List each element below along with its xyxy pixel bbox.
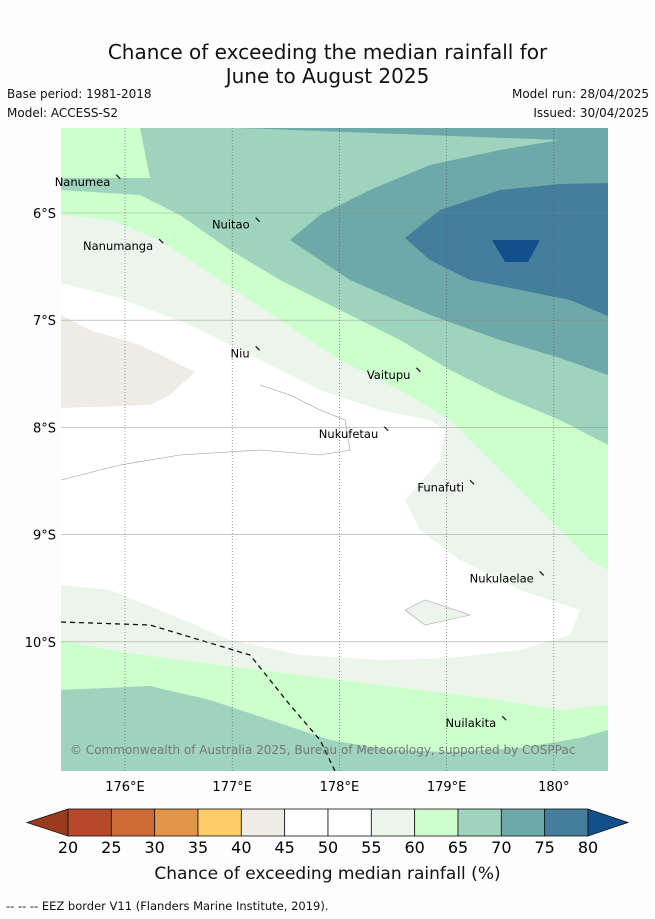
colorbar-swatch (67, 808, 112, 837)
copyright-notice: © Commonwealth of Australia 2025, Bureau… (70, 743, 575, 757)
colorbar-swatch (110, 808, 156, 837)
colorbar-tick-label: 45 (274, 838, 294, 857)
latitude-label: 10°S (25, 636, 56, 651)
latitude-label: 8°S (33, 421, 56, 436)
place-label: Nanumanga (83, 239, 153, 253)
longitude-label: 177°E (212, 780, 252, 795)
longitude-label: 178°E (320, 780, 360, 795)
place-labels: Nanumea Nuitao Nanumanga Niu Vaitupu Nukufeta… (55, 174, 545, 730)
colorbar-tick-label: 75 (534, 838, 554, 857)
eez-legend-note: -- -- -- EEZ border V11 (Flanders Marine… (6, 899, 329, 913)
colorbar-swatch (544, 808, 589, 837)
colorbar-tick-label: 70 (491, 838, 511, 857)
colorbar-tick-label: 30 (144, 838, 164, 857)
probability-contours (61, 128, 608, 771)
island-shape (501, 715, 507, 721)
island-shape (115, 174, 121, 180)
place-label: Nanumea (55, 175, 111, 189)
model-name: Model: ACCESS-S2 (7, 106, 119, 120)
colorbar-swatch (370, 808, 416, 837)
island-shape (416, 367, 421, 373)
colorbar-swatch (414, 808, 459, 837)
colorbar: 20 25 30 35 40 45 50 55 60 65 70 75 80 (25, 808, 630, 857)
colorbar-swatch (154, 808, 199, 837)
colorbar-arrow-high (587, 808, 630, 837)
place-label: Niu (231, 346, 250, 360)
colorbar-tick-label: 25 (101, 838, 121, 857)
colorbar-tick-label: 50 (318, 838, 338, 857)
longitude-label: 176°E (105, 780, 145, 795)
place-label: Funafuti (417, 480, 464, 494)
band-65-70-south (61, 686, 608, 771)
contour-line (61, 384, 351, 481)
island-shape (383, 426, 389, 432)
island-shape (158, 238, 164, 244)
colorbar-tick-label: 35 (188, 838, 208, 857)
longitude-labels: 176°E 177°E 178°E 179°E 180° (105, 780, 569, 795)
colorbar-tick-label: 40 (231, 838, 251, 857)
colorbar-swatch (327, 808, 372, 837)
latitude-label: 7°S (33, 314, 56, 329)
base-period: Base period: 1981-2018 (7, 87, 152, 101)
colorbar-tick-label: 55 (361, 838, 381, 857)
colorbar-label: Chance of exceeding median rainfall (%) (154, 864, 501, 884)
latitude-labels: 6°S 7°S 8°S 9°S 10°S (25, 207, 56, 651)
colorbar-swatch (197, 808, 242, 837)
band-40-45 (61, 315, 195, 408)
issued-date: Issued: 30/04/2025 (533, 106, 649, 120)
latitude-label: 9°S (33, 529, 56, 544)
band-45-55 (61, 283, 580, 660)
island-shape (255, 345, 261, 351)
longitude-label: 179°E (427, 780, 467, 795)
place-label: Nukulaelae (470, 571, 534, 585)
colorbar-swatch (457, 808, 502, 837)
colorbar-tick-label: 60 (404, 838, 424, 857)
colorbar-tick-label: 65 (448, 838, 468, 857)
longitude-label: 180° (538, 780, 569, 795)
band-55-60-south (61, 585, 608, 705)
colorbar-swatch (284, 808, 329, 837)
colorbar-swatch (500, 808, 546, 837)
title-line-2: June to August 2025 (225, 64, 430, 88)
place-label: Nuitao (212, 218, 250, 232)
colorbar-arrow-low (25, 808, 69, 837)
island-shape (539, 571, 545, 576)
latitude-label: 6°S (33, 207, 56, 222)
title-line-1: Chance of exceeding the median rainfall … (107, 40, 548, 64)
island-shape (255, 217, 261, 223)
place-label: Nuilakita (445, 716, 496, 730)
band-55-60-strip (61, 225, 608, 640)
band-above-80 (492, 240, 540, 262)
place-label: Nukufetau (319, 427, 378, 441)
graticule (61, 128, 608, 771)
colorbar-tick-label: 80 (578, 838, 598, 857)
band-55-60-patch (404, 599, 472, 626)
place-label: Vaitupu (367, 368, 411, 382)
colorbar-tick-label: 20 (58, 838, 78, 857)
colorbar-swatch (240, 808, 286, 837)
eez-border (61, 621, 336, 771)
model-run: Model run: 28/04/2025 (511, 87, 649, 101)
island-shape (469, 479, 475, 485)
map-title: Chance of exceeding the median rainfall … (0, 40, 655, 88)
